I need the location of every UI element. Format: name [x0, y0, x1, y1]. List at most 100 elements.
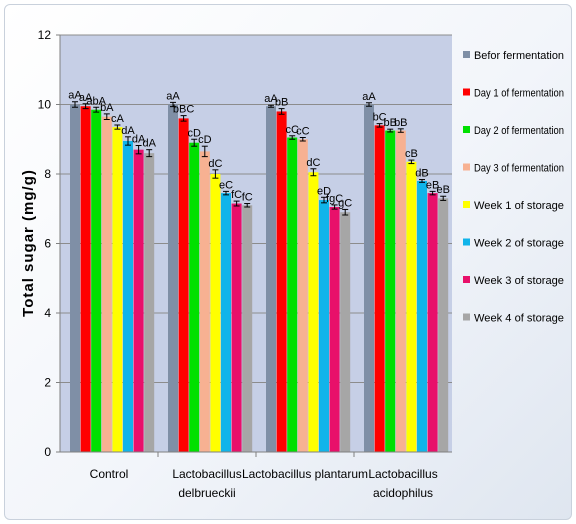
- y-axis-label: Total sugar (mg/g): [20, 169, 37, 317]
- bar: [123, 140, 133, 453]
- legend-item: Week 4 of storage: [463, 313, 564, 325]
- bar: [112, 127, 123, 453]
- data-label: fC: [231, 189, 242, 201]
- legend-label: Befor fermentation: [474, 50, 564, 62]
- bar: [340, 212, 351, 452]
- legend-swatch: [463, 313, 470, 321]
- data-label: eD: [317, 185, 331, 197]
- legend-item: Day 3 of fermentation: [463, 163, 564, 175]
- data-label: aA: [68, 90, 82, 102]
- bar: [438, 198, 449, 452]
- bar: [80, 106, 91, 453]
- data-label: dA: [132, 134, 146, 146]
- bar: [329, 207, 340, 452]
- data-label: dC: [208, 158, 222, 170]
- data-label: eB: [426, 179, 439, 191]
- bar: [319, 200, 329, 452]
- bar: [266, 106, 276, 453]
- bar: [133, 149, 144, 453]
- y-tick-label: 0: [44, 445, 51, 459]
- y-tick-label: 6: [44, 237, 51, 251]
- y-tick-label: 12: [38, 28, 52, 42]
- bar: [168, 104, 178, 452]
- bar: [276, 111, 287, 452]
- legend-swatch: [463, 88, 470, 96]
- legend: Befor fermentation Day 1 of fermentation D…: [463, 50, 564, 325]
- bar: [178, 118, 189, 453]
- data-label: aA: [166, 90, 180, 102]
- data-label: abA: [86, 95, 106, 107]
- chart-frame: aA aA aA aA aA bBC bB bC abA cD cC bB bA cD cC bB cA dC dC…: [4, 4, 572, 520]
- legend-swatch: [463, 201, 470, 208]
- data-label: cD: [198, 134, 212, 146]
- legend-label: Day 3 of fermentation: [474, 163, 564, 175]
- legend-item: Befor fermentation: [463, 50, 564, 62]
- data-label: eB: [436, 184, 449, 196]
- data-label: bBC: [173, 104, 194, 116]
- data-label: bB: [383, 117, 396, 129]
- bar: [91, 109, 102, 453]
- data-label: cA: [111, 113, 125, 125]
- bar: [287, 137, 298, 452]
- bar: [427, 193, 438, 453]
- bar: [297, 139, 308, 452]
- legend-item: Day 2 of fermentation: [463, 125, 564, 137]
- x-tick-label: Lactobacillus plantarum: [242, 467, 368, 481]
- data-label: aA: [264, 93, 278, 105]
- data-label: bB: [394, 117, 407, 129]
- bar: [308, 172, 319, 452]
- bar: [417, 180, 427, 452]
- x-tick-label: Control: [90, 467, 129, 481]
- bar: [374, 125, 385, 452]
- bar: [385, 130, 396, 452]
- legend-swatch: [463, 163, 470, 171]
- data-label: cD: [187, 127, 201, 139]
- data-label: aA: [79, 92, 93, 104]
- bar: [144, 153, 155, 452]
- bar: [364, 104, 374, 452]
- legend-swatch: [463, 51, 470, 58]
- bar: [242, 205, 253, 452]
- legend-label: Week 1 of storage: [474, 200, 564, 212]
- axes: 0 2 4 6 8 10 12 Control Lactobacillus delbrueckii…: [38, 28, 452, 500]
- x-tick-label: delbrueckii: [178, 486, 235, 500]
- y-tick-label: 8: [44, 167, 51, 181]
- x-tick-label: acidophilus: [373, 486, 433, 500]
- data-label: dB: [415, 168, 428, 180]
- legend-swatch: [463, 126, 470, 133]
- bar: [199, 151, 210, 452]
- data-label: bA: [100, 102, 114, 114]
- legend-label: Day 2 of fermentation: [474, 125, 564, 137]
- legend-label: Week 3 of storage: [474, 275, 564, 287]
- data-label: fC: [242, 192, 253, 204]
- legend-label: Week 4 of storage: [474, 313, 564, 325]
- data-label: eC: [219, 179, 233, 191]
- y-tick-label: 10: [38, 98, 52, 112]
- data-label: cB: [405, 148, 418, 160]
- legend-item: Week 3 of storage: [463, 275, 564, 287]
- bar: [101, 116, 112, 452]
- bar: [189, 142, 200, 452]
- data-label: bC: [373, 112, 387, 124]
- data-label: dC: [306, 157, 320, 169]
- y-tick-label: 2: [44, 376, 51, 390]
- data-label: gC: [338, 197, 352, 209]
- legend-item: Day 1 of fermentation: [463, 88, 564, 100]
- data-label: aA: [362, 91, 376, 103]
- legend-label: Day 1 of fermentation: [474, 88, 564, 100]
- legend-swatch: [463, 276, 470, 283]
- data-label: bB: [275, 97, 288, 109]
- data-label: dA: [121, 125, 135, 137]
- legend-swatch: [463, 238, 470, 246]
- bar: [221, 193, 231, 453]
- data-label: cC: [285, 124, 299, 136]
- legend-label: Week 2 of storage: [474, 238, 564, 250]
- legend-item: Week 1 of storage: [463, 200, 564, 212]
- data-label: fgC: [326, 193, 343, 205]
- x-tick-label: Lactobacillus: [368, 467, 437, 481]
- bar: [210, 174, 221, 452]
- bar: [395, 130, 406, 452]
- data-label: cC: [296, 126, 310, 138]
